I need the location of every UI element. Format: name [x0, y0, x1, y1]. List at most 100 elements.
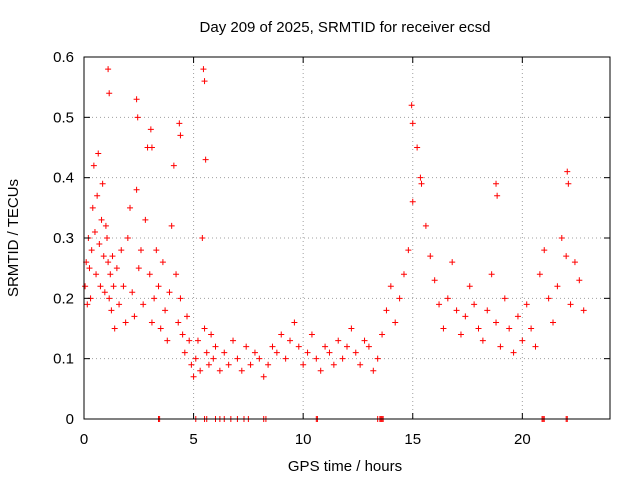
data-point: [192, 355, 199, 362]
data-point: [265, 361, 272, 368]
data-point: [484, 307, 491, 314]
data-point: [558, 235, 565, 241]
data-point: [536, 271, 543, 278]
data-point: [159, 259, 166, 266]
data-point: [96, 241, 103, 248]
data-point: [104, 235, 111, 241]
data-point: [488, 271, 495, 278]
data-point: [205, 361, 212, 368]
data-point: [370, 367, 377, 374]
data-point: [317, 367, 324, 374]
data-point: [184, 313, 191, 320]
data-point: [105, 66, 112, 73]
data-point: [82, 283, 89, 290]
data-point: [203, 349, 210, 356]
data-point: [387, 283, 394, 290]
data-point: [260, 373, 267, 380]
data-point: [208, 331, 215, 338]
data-point: [251, 349, 258, 356]
data-point: [105, 259, 112, 266]
data-point: [554, 283, 561, 290]
data-point: [151, 295, 158, 302]
data-point: [177, 132, 184, 139]
data-point: [304, 349, 311, 356]
data-point: [409, 198, 416, 205]
data-point: [550, 319, 557, 326]
data-point: [91, 228, 98, 235]
data-point: [330, 361, 337, 368]
data-point: [98, 216, 105, 223]
data-point: [131, 313, 138, 320]
data-point: [94, 192, 101, 199]
data-point: [417, 174, 424, 181]
data-point: [278, 331, 285, 338]
data-point: [374, 355, 381, 362]
data-point: [427, 253, 434, 260]
data-point: [291, 319, 298, 326]
data-point: [173, 271, 180, 278]
data-point: [418, 180, 425, 187]
x-tick-label: 20: [514, 431, 531, 448]
data-point: [190, 373, 197, 380]
data-point: [162, 307, 169, 314]
scatter-points: [82, 66, 587, 422]
data-point: [146, 271, 153, 278]
data-point: [200, 66, 207, 73]
data-point: [168, 222, 175, 229]
data-point: [88, 247, 95, 254]
data-point: [352, 349, 359, 356]
data-point: [110, 283, 117, 290]
y-tick-label: 0.4: [53, 170, 74, 187]
data-point: [282, 355, 289, 362]
data-point: [436, 301, 443, 308]
data-point: [243, 343, 250, 350]
data-point: [300, 361, 307, 368]
data-point: [102, 222, 109, 229]
tick-labels: 0 0.1 0.2 0.3 0.4 0.5 0.6 0 5 10 15 20: [53, 49, 531, 448]
data-point: [247, 361, 254, 368]
data-point: [308, 331, 315, 338]
data-point: [153, 247, 160, 254]
data-point: [176, 120, 183, 127]
data-point: [106, 295, 113, 302]
data-point: [576, 277, 583, 284]
data-point: [137, 247, 144, 254]
data-point: [322, 343, 329, 350]
data-point: [414, 144, 421, 151]
data-point: [348, 325, 355, 332]
data-point: [101, 289, 108, 296]
data-point: [97, 283, 104, 290]
data-point: [230, 337, 237, 344]
data-point: [287, 337, 294, 344]
data-point: [567, 301, 574, 308]
data-point: [133, 96, 140, 103]
data-point: [129, 289, 136, 296]
data-point: [453, 307, 460, 314]
data-point: [510, 349, 517, 356]
data-point: [148, 144, 155, 151]
data-point: [84, 301, 91, 308]
data-point: [181, 349, 188, 356]
data-point: [199, 235, 206, 241]
data-point: [565, 180, 572, 187]
x-axis-label: GPS time / hours: [288, 458, 402, 475]
data-point: [532, 343, 539, 350]
data-point: [564, 168, 571, 175]
data-point: [148, 319, 155, 326]
data-point: [116, 301, 123, 308]
data-point: [408, 102, 415, 109]
data-point: [197, 367, 204, 374]
data-point: [201, 78, 208, 85]
data-point: [580, 307, 587, 314]
data-point: [335, 337, 342, 344]
data-point: [457, 331, 464, 338]
grid: [84, 57, 610, 419]
data-point: [234, 355, 241, 362]
data-point: [99, 180, 106, 187]
data-point: [269, 343, 276, 350]
data-point: [431, 277, 438, 284]
data-point: [107, 271, 114, 278]
data-point: [357, 361, 364, 368]
y-tick-label: 0.6: [53, 49, 74, 66]
